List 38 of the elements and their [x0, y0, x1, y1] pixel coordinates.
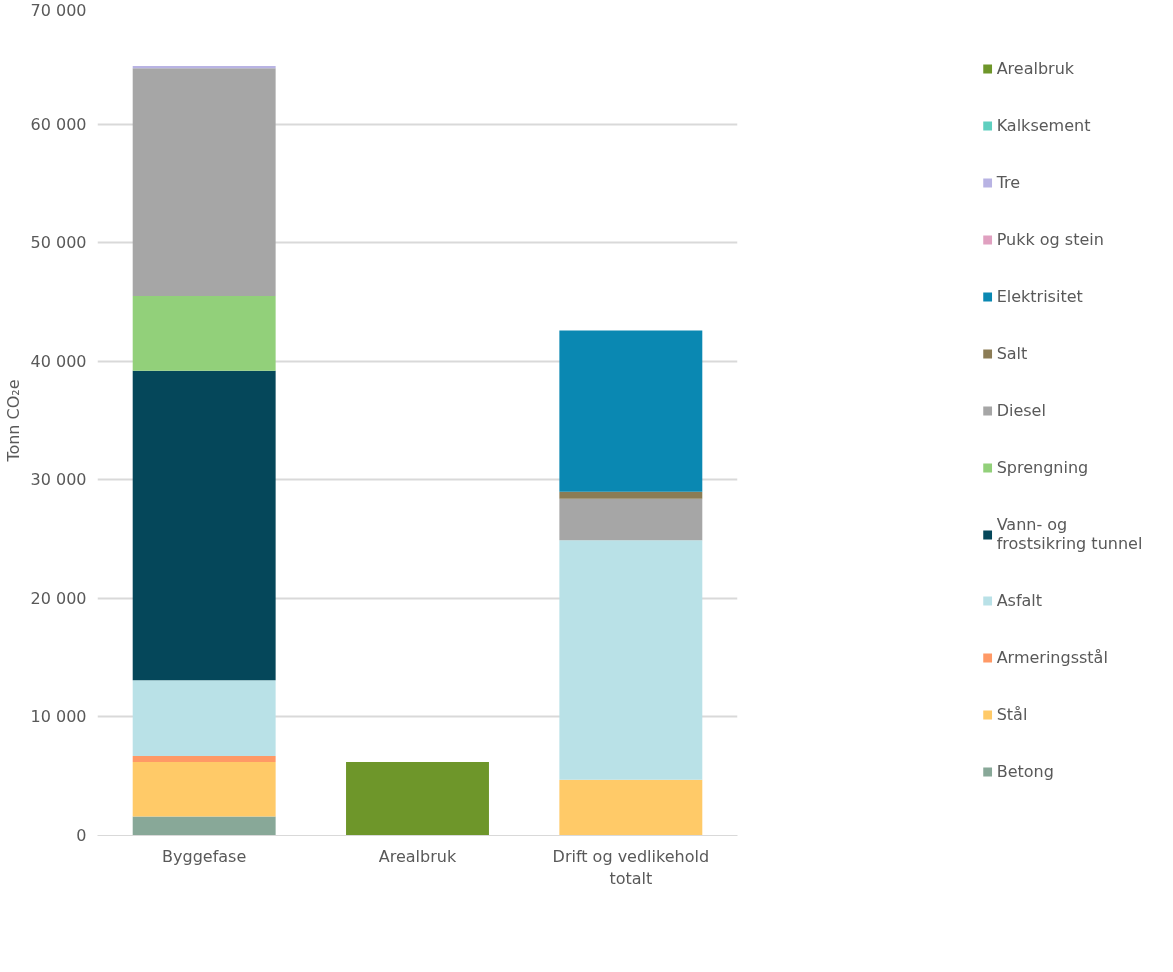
x-tick-label: Arealbruk: [378, 846, 457, 866]
bar: [559, 491, 703, 499]
legend-label: Diesel: [996, 401, 1046, 420]
bar: [559, 540, 703, 780]
legend-label: Elektrisitet: [996, 287, 1083, 306]
legend-label: Pukk og stein: [996, 230, 1104, 249]
y-axis-title: Tonn CO₂e: [3, 379, 23, 463]
bar: [132, 296, 276, 371]
bar: [132, 816, 276, 836]
y-tick-label: 0: [76, 826, 87, 845]
legend-label: Asfalt: [996, 591, 1043, 610]
y-tick-label: 40 000: [30, 351, 87, 371]
legend-label: Kalksement: [996, 116, 1091, 135]
y-tick-label: 30 000: [30, 470, 87, 490]
legend-label: Armeringsstål: [996, 648, 1108, 667]
legend-label: Vann- og frostsikring tunnel: [996, 515, 1143, 553]
legend-label: Arealbruk: [996, 59, 1075, 78]
legend-label: Tre: [996, 173, 1021, 192]
legend-label: Stål: [996, 705, 1028, 724]
x-tick-label: Byggefase: [162, 846, 247, 866]
bar: [559, 779, 703, 836]
y-tick-label: 70 000: [30, 0, 87, 20]
y-tick-label: 60 000: [30, 114, 87, 134]
bar: [132, 756, 276, 762]
y-tick-label: 20 000: [30, 588, 87, 608]
bar: [132, 761, 276, 817]
bar: [346, 761, 489, 836]
bar: [132, 680, 276, 757]
bar: [559, 498, 703, 541]
bar: [559, 330, 703, 492]
legend-label: Betong: [996, 762, 1054, 781]
legend-label: Salt: [996, 344, 1028, 363]
legend-label: Sprengning: [996, 458, 1089, 477]
bar: [132, 370, 276, 681]
x-tick-label: Drift og vedlikehold totalt: [552, 846, 710, 889]
y-tick-label: 50 000: [30, 233, 87, 253]
y-tick-label: 10 000: [30, 707, 87, 727]
bar: [132, 68, 276, 296]
